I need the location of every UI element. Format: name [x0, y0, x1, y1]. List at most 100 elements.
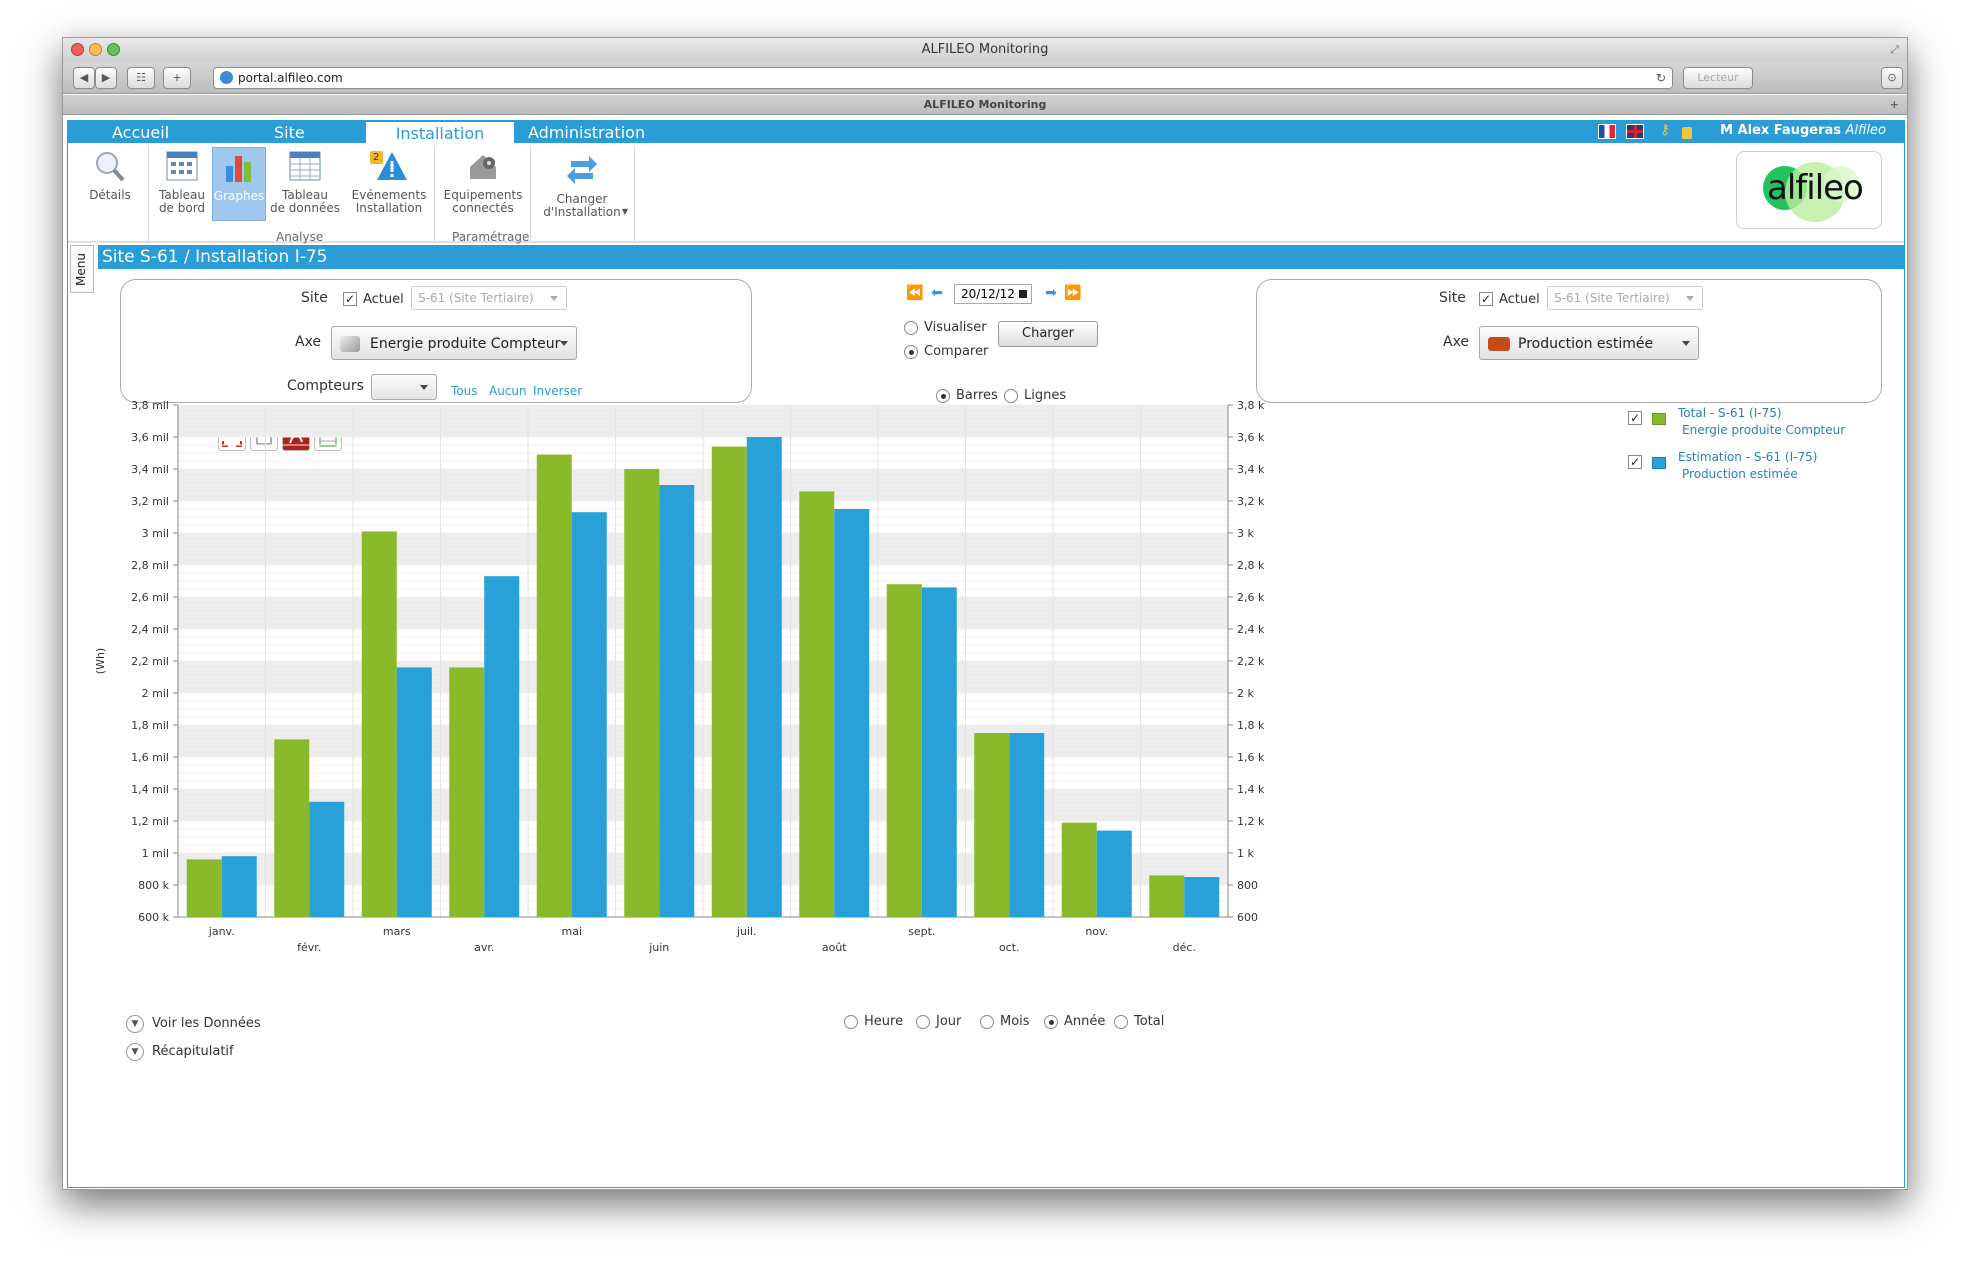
browser-tab[interactable]: ALFILEO Monitoring + [63, 95, 1907, 115]
period-mois-radio[interactable] [980, 1015, 994, 1029]
reload-icon[interactable]: ↻ [1655, 71, 1666, 85]
period-jour-label: Jour [936, 1014, 962, 1029]
expand-data-icon[interactable]: ▼ [126, 1015, 144, 1033]
bars-radio[interactable] [936, 389, 950, 403]
previous-period-icon[interactable]: ⬅ [931, 285, 943, 301]
legend-total-checkbox[interactable]: ✓ [1628, 411, 1642, 425]
actuel-checkbox[interactable]: ✓ [343, 292, 357, 306]
select-all-link[interactable]: Tous [451, 384, 478, 398]
visualiser-radio[interactable] [904, 321, 918, 335]
legend-total-name: Total - S-61 (I-75) [1678, 406, 1782, 420]
axe-label: Axe [1443, 334, 1470, 350]
details-label: Détails [89, 188, 131, 202]
user-info[interactable]: M Alex Faugeras Alfileo [1720, 123, 1886, 138]
reader-button[interactable]: Lecteur [1683, 67, 1753, 89]
meter-icon [340, 336, 360, 352]
left-tick-label: 2,6 mil [131, 591, 169, 604]
key-icon[interactable]: ⚷ [1660, 122, 1671, 138]
bar-total [886, 584, 922, 917]
left-tick-label: 3,2 mil [131, 495, 169, 508]
axe-select[interactable]: Energie produite Compteur [331, 326, 577, 360]
equipment-button[interactable]: Equipements connectés [440, 149, 526, 215]
recapitulatif-label[interactable]: Récapitulatif [152, 1044, 234, 1059]
ribbon-separator [634, 147, 635, 241]
right-tick-label: 3,4 k [1237, 463, 1265, 476]
address-bar[interactable]: portal.alfileo.com ↻ [213, 67, 1673, 89]
minimize-window-icon[interactable] [89, 43, 102, 56]
charger-button[interactable]: Charger [998, 321, 1098, 347]
comparer-radio[interactable] [904, 345, 918, 359]
graphes-button[interactable]: Graphes [212, 147, 266, 221]
tab-administration[interactable]: Administration [528, 123, 646, 142]
x-tick-label: nov. [1085, 925, 1108, 938]
bar-total [799, 491, 835, 917]
change-installation-label-1: Changer [556, 192, 608, 206]
zoom-window-icon[interactable] [107, 43, 120, 56]
details-button[interactable]: Détails [80, 149, 140, 202]
left-tick-label: 3,8 mil [131, 399, 169, 412]
dashboard-button[interactable]: Tableau de bord [154, 149, 210, 215]
events-button[interactable]: 2 Evénements Installation [348, 149, 430, 215]
french-flag-icon[interactable] [1598, 124, 1616, 139]
legend-total[interactable]: Total - S-61 (I-75) Energie produite Com… [1678, 405, 1845, 439]
tab-installation[interactable]: Installation [366, 122, 514, 146]
forward-button[interactable]: ▶ [95, 67, 117, 89]
site-select-value: S-61 (Site Tertiaire) [418, 291, 534, 305]
period-jour-radio[interactable] [916, 1015, 930, 1029]
group-analyse-label: Analyse [276, 230, 324, 244]
change-installation-button[interactable]: Changer d'Installation ▼ [536, 153, 628, 219]
x-tick-label: févr. [297, 941, 321, 954]
fullscreen-icon[interactable]: ⤢ [1890, 43, 1899, 56]
lines-radio[interactable] [1004, 389, 1018, 403]
data-table-button[interactable]: Tableau de données [268, 149, 342, 215]
right-tick-label: 3,8 k [1237, 399, 1265, 412]
side-menu-toggle[interactable]: Menu [70, 245, 94, 293]
lock-icon[interactable] [1682, 127, 1692, 139]
right-tick-label: 2,6 k [1237, 591, 1265, 604]
equipment-label-1: Equipements [443, 188, 523, 202]
bar-total [624, 469, 660, 917]
close-window-icon[interactable] [71, 43, 84, 56]
actuel-checkbox[interactable]: ✓ [1479, 292, 1493, 306]
x-tick-label: avr. [474, 941, 494, 954]
globe-icon [220, 71, 233, 84]
calendar-icon[interactable] [1019, 290, 1027, 298]
period-total-label: Total [1134, 1014, 1165, 1029]
legend-estimation-checkbox[interactable]: ✓ [1628, 455, 1642, 469]
back-button[interactable]: ◀ [73, 67, 95, 89]
first-period-icon[interactable]: ⏪ [906, 285, 924, 301]
data-table-label-1: Tableau [282, 188, 328, 202]
legend-estimation[interactable]: Estimation - S-61 (I-75) Production esti… [1678, 449, 1817, 483]
bookmarks-icon[interactable]: ☷ [127, 67, 155, 89]
compteurs-select[interactable] [371, 374, 437, 400]
last-period-icon[interactable]: ⏩ [1064, 285, 1082, 301]
invert-selection-link[interactable]: Inverser [533, 384, 583, 398]
voir-donnees-label[interactable]: Voir les Données [152, 1016, 261, 1031]
date-input[interactable]: 20/12/12 [954, 284, 1032, 304]
axe-select[interactable]: Production estimée [1479, 326, 1699, 360]
actuel-label: Actuel [1499, 292, 1540, 307]
add-tab-icon[interactable]: + [1889, 98, 1899, 111]
left-tick-label: 1 mil [142, 847, 169, 860]
site-select[interactable]: S-61 (Site Tertiaire) [411, 286, 567, 310]
y-axis-label: (Wh) [94, 648, 107, 674]
english-flag-icon[interactable] [1626, 124, 1644, 139]
tab-accueil[interactable]: Accueil [112, 123, 170, 142]
compteurs-label: Compteurs [287, 378, 364, 394]
tab-site[interactable]: Site [274, 123, 305, 142]
period-heure-radio[interactable] [844, 1015, 858, 1029]
actuel-label: Actuel [363, 292, 404, 307]
left-tick-label: 3,6 mil [131, 431, 169, 444]
select-none-link[interactable]: Aucun [489, 384, 527, 398]
bar-total [711, 446, 747, 917]
period-annee-radio[interactable] [1044, 1015, 1058, 1029]
next-period-icon[interactable]: ➡ [1045, 285, 1057, 301]
period-total-radio[interactable] [1114, 1015, 1128, 1029]
bar-estimation [1009, 733, 1045, 917]
expand-summary-icon[interactable]: ▼ [126, 1043, 144, 1061]
url-text: portal.alfileo.com [238, 71, 343, 85]
site-select[interactable]: S-61 (Site Tertiaire) [1547, 286, 1703, 310]
download-icon[interactable]: ⊙ [1881, 67, 1903, 89]
new-tab-button[interactable]: + [163, 67, 191, 89]
axe-select-value: Energie produite Compteur [370, 336, 561, 352]
